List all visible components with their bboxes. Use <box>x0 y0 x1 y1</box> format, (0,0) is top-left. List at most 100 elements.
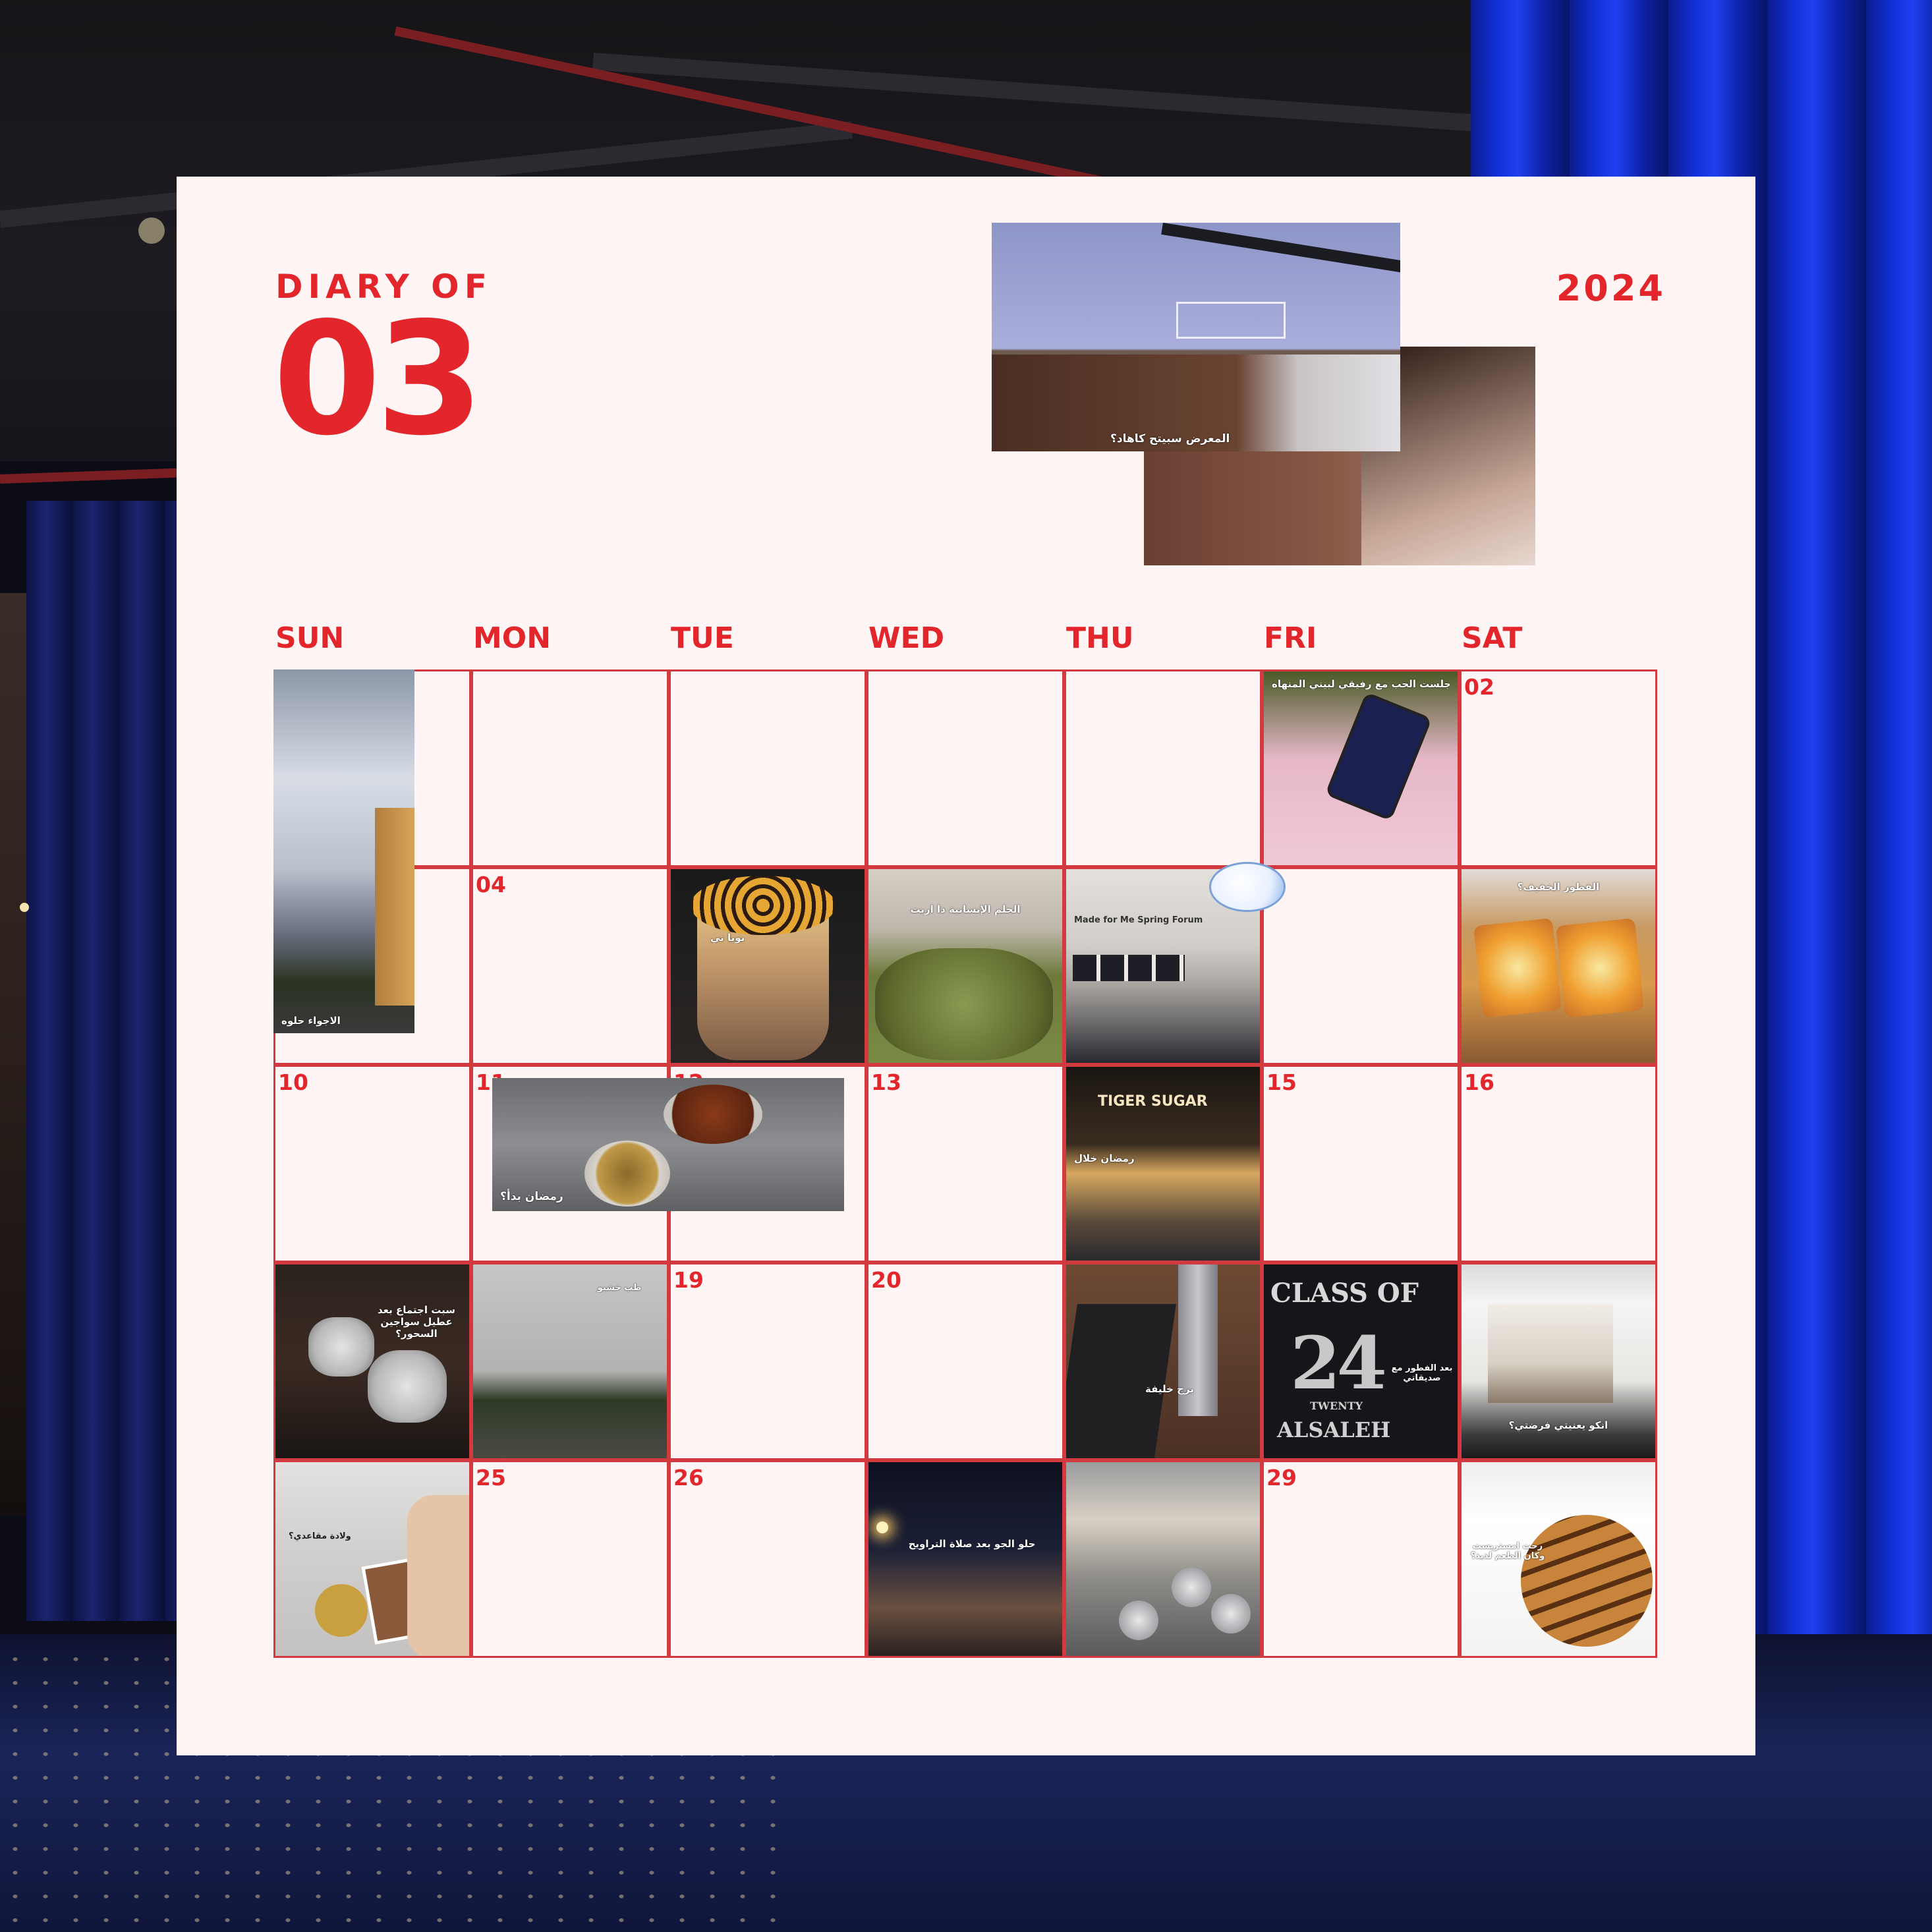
weekday-sat: SAT <box>1462 621 1523 655</box>
month-number: 03 <box>273 289 484 470</box>
silver-cup <box>1119 1601 1158 1640</box>
weekday-wed: WED <box>868 621 945 655</box>
dates-bowl <box>664 1085 762 1144</box>
day-cell-10[interactable]: 10 <box>273 1065 471 1263</box>
gold-coaster <box>315 1584 368 1637</box>
cup-lid <box>691 876 836 935</box>
day-photo: الحلم الإنسانية ذا اريت <box>868 869 1062 1063</box>
day-number: 15 <box>1266 1069 1297 1095</box>
ceiling-light <box>138 217 165 244</box>
building <box>375 808 414 1006</box>
day-cell-30[interactable]: رحت امستريست وكان الطعم لذيذ؟ <box>1460 1460 1657 1658</box>
day-cell-27[interactable]: حلو الجو بعد صلاة التراويح <box>867 1460 1064 1658</box>
day-number: 19 <box>673 1267 704 1293</box>
day-number: 20 <box>871 1267 901 1293</box>
day-cell-09[interactable]: الفطور الخفيف؟ <box>1460 867 1657 1065</box>
photo-caption: سبت اجتماع بعد عطيل سواجين السحور؟ <box>378 1304 455 1340</box>
day-cell-06[interactable]: الحلم الإنسانية ذا اريت <box>867 867 1064 1065</box>
photo-caption: جلست الحب مع رفيقي لبيني المنهاه <box>1272 678 1450 690</box>
day-photo: حلو الجو بعد صلاة التراويح <box>868 1462 1062 1656</box>
toast <box>1556 918 1644 1018</box>
day-photo: TIGER SUGAR رمضان خلال <box>1066 1067 1260 1261</box>
photo-caption: رحت امستريست وكان الطعم لذيذ؟ <box>1470 1541 1545 1561</box>
silver-cup <box>1211 1594 1251 1634</box>
day-cell-16[interactable]: 16 <box>1460 1065 1657 1263</box>
silver-pot <box>368 1350 447 1423</box>
day-cell-empty <box>867 669 1064 867</box>
header-photo-building: المعرض سبيتح كاهاد؟ <box>992 223 1400 451</box>
day-cell-23[interactable]: انكو يعنيتي فرضتي؟ <box>1460 1263 1657 1460</box>
silver-cup <box>1172 1568 1211 1607</box>
ceiling-pipe <box>0 467 198 484</box>
shirt-text: CLASS OF <box>1270 1278 1419 1309</box>
hand <box>407 1495 469 1656</box>
year-label: 2024 <box>1556 268 1666 309</box>
shirt-name: ALSALEH <box>1277 1417 1391 1442</box>
day-cell-28[interactable] <box>1064 1460 1262 1658</box>
day-cell-29[interactable]: 29 <box>1262 1460 1460 1658</box>
day-cell-14[interactable]: TIGER SUGAR رمضان خلال <box>1064 1065 1262 1263</box>
day-cell-21[interactable]: برج خليفة <box>1064 1263 1262 1460</box>
day-photo-sky: الاجواء حلوه <box>273 669 414 1033</box>
diary-label: DIARY OF <box>275 268 492 306</box>
weekday-tue: TUE <box>671 621 734 655</box>
day-cell-22[interactable]: CLASS OF 24 TWENTY ALSALEH بعد الفطور مع… <box>1262 1263 1460 1460</box>
day-cell-05[interactable]: بوبا تي <box>669 867 867 1065</box>
day-number: 02 <box>1464 674 1494 700</box>
calendar-sheet: DIARY OF 03 2024 المعرض سبيتح كاهاد؟ SUN… <box>177 177 1755 1755</box>
photo-caption: الاجواء حلوه <box>281 1015 341 1027</box>
bowl <box>584 1141 670 1207</box>
photo-caption: ولادة مقاعدي؟ <box>289 1531 351 1541</box>
building <box>992 355 1400 451</box>
day-cell-24[interactable]: ولادة مقاعدي؟ <box>273 1460 471 1658</box>
room-render <box>1488 1304 1613 1403</box>
day-cell-08[interactable] <box>1262 867 1460 1065</box>
weekday-fri: FRI <box>1264 621 1317 655</box>
left-curtain <box>26 501 178 1621</box>
burj-model <box>1178 1264 1218 1416</box>
day-photo: رحت امستريست وكان الطعم لذيذ؟ <box>1462 1462 1655 1656</box>
day-photo: طب خشبو <box>473 1264 667 1458</box>
day-number: 26 <box>673 1465 704 1491</box>
shirt-small-text: TWENTY <box>1310 1400 1363 1412</box>
day-number: 10 <box>278 1069 308 1095</box>
day-photo: ولادة مقاعدي؟ <box>275 1462 469 1656</box>
photo-caption: رمضان خلال <box>1074 1152 1135 1164</box>
day-number: 25 <box>476 1465 506 1491</box>
photo-caption: الحلم الإنسانية ذا اريت <box>910 903 1021 915</box>
day-number: 16 <box>1464 1069 1494 1095</box>
day-photo: سبت اجتماع بعد عطيل سواجين السحور؟ <box>275 1264 469 1458</box>
day-cell-20[interactable]: 20 <box>867 1263 1064 1460</box>
day-cell-02[interactable]: 02 <box>1460 669 1657 867</box>
book <box>1066 1304 1176 1458</box>
day-cell-empty <box>669 669 867 867</box>
day-cell-18[interactable]: طب خشبو <box>471 1263 669 1460</box>
day-cell-empty <box>1064 669 1262 867</box>
day-number: 13 <box>871 1069 901 1095</box>
day-photo: CLASS OF 24 TWENTY ALSALEH بعد الفطور مع… <box>1264 1264 1458 1458</box>
photo-caption: حلو الجو بعد صلاة التراويح <box>908 1538 1036 1550</box>
silver-pot <box>308 1317 374 1377</box>
day-photo <box>1066 1462 1260 1656</box>
day-cell-01[interactable]: جلست الحب مع رفيقي لبيني المنهاه <box>1262 669 1460 867</box>
cinnamoroll-sticker <box>1209 862 1286 912</box>
weekday-thu: THU <box>1066 621 1134 655</box>
photo-caption: الفطور الخفيف؟ <box>1517 881 1600 893</box>
toast <box>1473 918 1562 1018</box>
day-photo: برج خليفة <box>1066 1264 1260 1458</box>
day-cell-04[interactable]: 04 <box>471 867 669 1065</box>
day-cell-empty <box>471 669 669 867</box>
day-cell-19[interactable]: 19 <box>669 1263 867 1460</box>
day-cell-15[interactable]: 15 <box>1262 1065 1460 1263</box>
crane-arm <box>1161 223 1400 276</box>
day-cell-25[interactable]: 25 <box>471 1460 669 1658</box>
day-cell-26[interactable]: 26 <box>669 1460 867 1658</box>
day-cell-07[interactable]: Made for Me Spring Forum <box>1064 867 1262 1065</box>
food-plate <box>875 948 1053 1060</box>
day-cell-17[interactable]: سبت اجتماع بعد عطيل سواجين السحور؟ <box>273 1263 471 1460</box>
street-light <box>876 1521 888 1533</box>
wall-light <box>20 903 29 912</box>
day-cell-13[interactable]: 13 <box>867 1065 1064 1263</box>
photo-caption: برج خليفة <box>1145 1383 1194 1395</box>
building-sign <box>1176 302 1286 339</box>
